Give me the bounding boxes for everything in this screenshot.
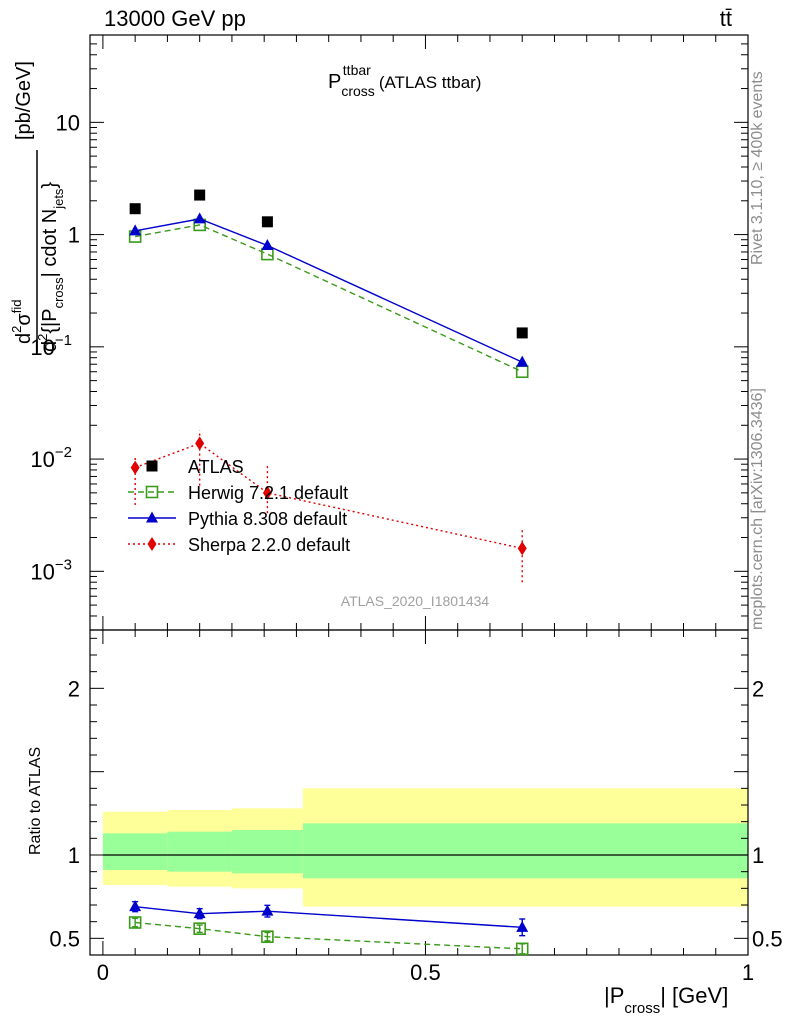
main-ylabel: d2σfid d2{|Pcross| cdot Njets} [pb/GeV] [9, 61, 66, 352]
energy-label: 13000 GeV pp [104, 6, 246, 31]
series-line [135, 218, 523, 363]
main-title-suffix: (ATLAS ttbar) [379, 73, 482, 92]
ratio-frame [89, 629, 749, 956]
ratio-data-point [129, 900, 142, 912]
legend-entry: Sherpa 2.2.0 default [128, 535, 350, 555]
x-axis-label-sub: cross [624, 1000, 660, 1017]
main-panel: 10−3 10−2 10−1 1 10 ATLAS_2020_I1801434 ATLAS H… [30, 34, 749, 631]
ratio-data-point [261, 904, 274, 916]
uncertainty-band-inner [231, 830, 303, 874]
ratio-data-point [193, 907, 206, 919]
data-point [130, 460, 140, 475]
data-point [261, 247, 274, 261]
ratio-y-tick-label: 2 [68, 676, 80, 701]
uncertainty-band-inner [167, 831, 232, 872]
data-point [517, 541, 527, 556]
ratio-y-tick-label-right: 1 [752, 843, 764, 868]
ratio-data-point [128, 916, 142, 929]
legend-marker [145, 485, 159, 499]
data-point [516, 355, 529, 367]
data-point [516, 327, 528, 339]
series-line [135, 224, 523, 373]
legend-entry: ATLAS [146, 457, 244, 477]
uncertainty-band-inner [102, 833, 168, 870]
uncertainty-band-inner [302, 823, 748, 879]
legend-label: Herwig 7.2.1 default [188, 483, 348, 503]
ratio-panel: 0.5 0.5 1 1 2 2 0 0.5 1 [49, 629, 783, 985]
ratio-ylabel: Ratio to ATLAS [27, 747, 44, 855]
svg-text:d2σfid: d2σfid [9, 300, 35, 344]
legend-marker [146, 511, 158, 523]
data-point [129, 224, 142, 236]
y-tick-label: 10 [56, 110, 80, 135]
legend-label: Sherpa 2.2.0 default [188, 535, 350, 555]
x-axis-label: |Pcross| [GeV] [604, 983, 728, 1017]
legend-marker [147, 537, 157, 551]
watermark: ATLAS_2020_I1801434 [341, 593, 490, 609]
legend-marker [146, 460, 158, 472]
y-tick-label: 10−1 [30, 332, 72, 360]
x-tick-label: 1 [742, 960, 754, 985]
svg-text:d2{|Pcross| cdot Njets}: d2{|Pcross| cdot Njets} [35, 182, 66, 352]
legend-entry: Herwig 7.2.1 default [128, 483, 348, 503]
data-point [261, 216, 273, 228]
x-tick-label: 0.5 [410, 960, 441, 985]
svg-text:[pb/GeV]: [pb/GeV] [13, 61, 35, 140]
ratio-y-tick-label-right: 0.5 [752, 926, 783, 951]
data-point [129, 203, 141, 215]
series-herwig [128, 218, 529, 379]
x-axis-label-unit: | [GeV] [660, 983, 728, 1008]
main-title-sup: ttbar [343, 62, 371, 78]
series-pythia [129, 212, 529, 367]
main-title: Pcrossttbar(ATLAS ttbar) [328, 62, 481, 99]
ratio-series-line [135, 921, 523, 950]
ratio-series-line [135, 905, 523, 929]
ratio-y-tick-label-right: 2 [752, 676, 764, 701]
ratio-series-pythia [129, 900, 529, 937]
data-point [195, 436, 205, 451]
series-line [134, 442, 523, 550]
data-point [262, 485, 272, 500]
ratio-series-herwig [128, 916, 529, 956]
legend-entry: Pythia 8.308 default [128, 509, 347, 529]
ratio-data-point [516, 920, 529, 932]
y-tick-label: 10−2 [30, 444, 72, 472]
ratio-y-tick-label: 0.5 [49, 926, 80, 951]
process-label: tt̄ [720, 6, 732, 31]
legend: ATLAS Herwig 7.2.1 default Pythia 8.308 de… [128, 457, 350, 555]
ratio-data-point [515, 942, 529, 956]
y-tick-label: 1 [68, 223, 80, 248]
series-sherpa [130, 430, 527, 583]
main-title-sub: cross [341, 83, 374, 99]
rivet-label: Rivet 3.1.10, ≥ 400k events [749, 71, 766, 265]
y-tick-label: 10−3 [30, 556, 72, 584]
legend-label: Pythia 8.308 default [188, 509, 347, 529]
data-point [193, 212, 206, 224]
ratio-data-point [261, 930, 274, 943]
ratio-y-tick-label: 1 [68, 843, 80, 868]
data-point [261, 238, 274, 250]
site-label: mcplots.cern.ch [arXiv:1306.3436] [749, 388, 766, 630]
ratio-data-point [193, 922, 206, 935]
legend-label: ATLAS [188, 457, 244, 477]
data-point [515, 365, 529, 379]
series-atlas [129, 189, 528, 339]
x-tick-label: 0 [97, 960, 109, 985]
data-point [194, 189, 206, 201]
